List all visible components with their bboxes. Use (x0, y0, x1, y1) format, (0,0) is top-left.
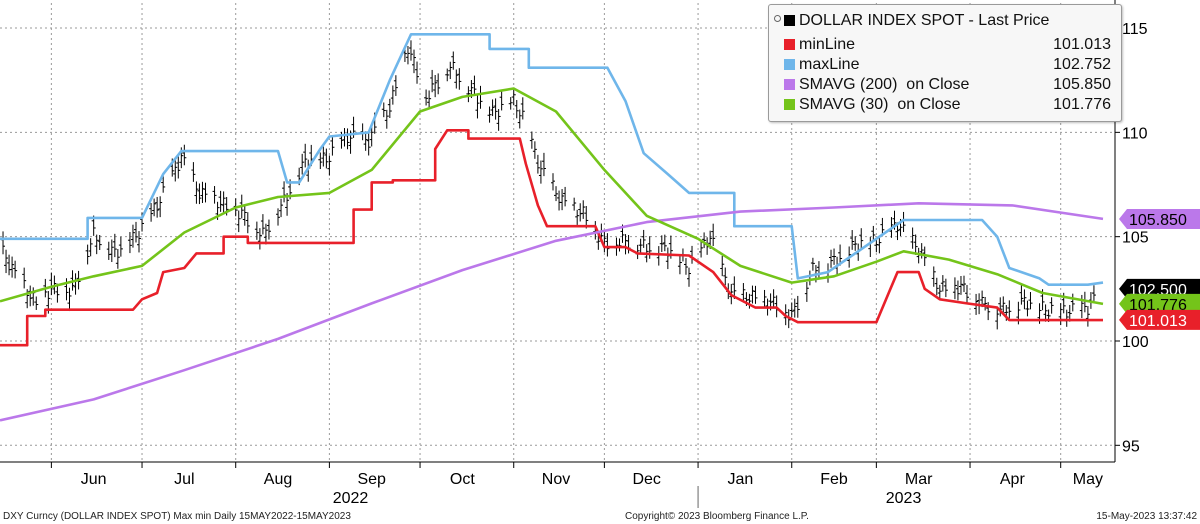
footer-copyright: Copyright© 2023 Bloomberg Finance L.P. (625, 511, 809, 522)
x-tick-label: Jun (81, 471, 107, 488)
legend-swatch (784, 59, 795, 70)
legend-label: DOLLAR INDEX SPOT - Last Price (799, 12, 1050, 29)
y-tick-label: 95 (1122, 438, 1140, 455)
axes: 95 100 105 110 115 Jun Jul Aug Sep Oct Nov Dec Jan Fe… (0, 0, 1149, 508)
legend-item-smavg200: SMAVG (200) on Close 105.850 (769, 75, 1121, 95)
x-tick-label: Oct (450, 471, 475, 488)
series-line-maxline (0, 33, 1104, 286)
series-layer (0, 33, 1104, 422)
value-tag-label: 105.850 (1129, 212, 1187, 229)
legend-swatch (784, 39, 795, 50)
legend-swatch (784, 99, 795, 110)
legend-value: 101.013 (1053, 36, 1111, 53)
value-tag: 101.776 (1119, 293, 1200, 314)
legend-handle-icon[interactable] (774, 15, 781, 22)
value-tag-shape (1119, 278, 1200, 299)
x-tick-label: Jul (174, 471, 194, 488)
legend-swatch (784, 15, 795, 26)
series-line-smavg-200-on-close (0, 202, 1104, 422)
value-tag: 105.850 (1119, 208, 1200, 229)
legend[interactable]: DOLLAR INDEX SPOT - Last Price minLine 1… (768, 4, 1122, 122)
legend-label: SMAVG (200) on Close (799, 76, 970, 93)
x-tick-label: Sep (357, 471, 386, 488)
value-tag-shape (1119, 293, 1200, 314)
x-tick-label: Aug (264, 471, 292, 488)
legend-label: minLine (799, 36, 856, 53)
y-tick-label: 100 (1122, 334, 1149, 351)
legend-item-price: DOLLAR INDEX SPOT - Last Price (769, 11, 1121, 31)
x-year-label: 2023 (886, 490, 922, 507)
x-year-label: 2022 (333, 490, 369, 507)
value-tag: 101.013 (1119, 309, 1200, 330)
x-tick-label: Apr (1000, 471, 1026, 488)
legend-label: SMAVG (30) on Close (799, 96, 961, 113)
x-tick-label: Nov (542, 471, 570, 488)
footer-source: DXY Curncy (DOLLAR INDEX SPOT) Max min D… (3, 511, 351, 522)
footer-timestamp: 15-May-2023 13:37:42 (1096, 511, 1197, 522)
series-line-minline (0, 129, 1103, 347)
legend-swatch (784, 79, 795, 90)
y-tick-label: 105 (1122, 230, 1149, 247)
x-tick-label: Jan (727, 471, 753, 488)
legend-item-minline: minLine 101.013 (769, 35, 1121, 55)
x-tick-label: Mar (905, 471, 933, 488)
legend-value: 101.776 (1053, 96, 1111, 113)
series-line-smavg-30-on-close (0, 87, 1104, 306)
legend-value: 105.850 (1053, 76, 1111, 93)
value-tag-label: 101.776 (1129, 297, 1187, 314)
x-tick-label: May (1073, 471, 1103, 488)
legend-item-smavg30: SMAVG (30) on Close 101.776 (769, 95, 1121, 115)
x-tick-label: Feb (820, 471, 848, 488)
legend-item-maxline: maxLine 102.752 (769, 55, 1121, 75)
value-tag-shape (1119, 309, 1200, 330)
y-tick-label: 115 (1122, 21, 1148, 38)
value-tag-shape (1119, 208, 1200, 229)
y-tick-label: 110 (1122, 125, 1148, 142)
legend-label: maxLine (799, 56, 860, 73)
value-tag-label: 101.013 (1129, 313, 1187, 330)
legend-value: 102.752 (1053, 56, 1111, 73)
x-tick-label: Dec (632, 471, 660, 488)
